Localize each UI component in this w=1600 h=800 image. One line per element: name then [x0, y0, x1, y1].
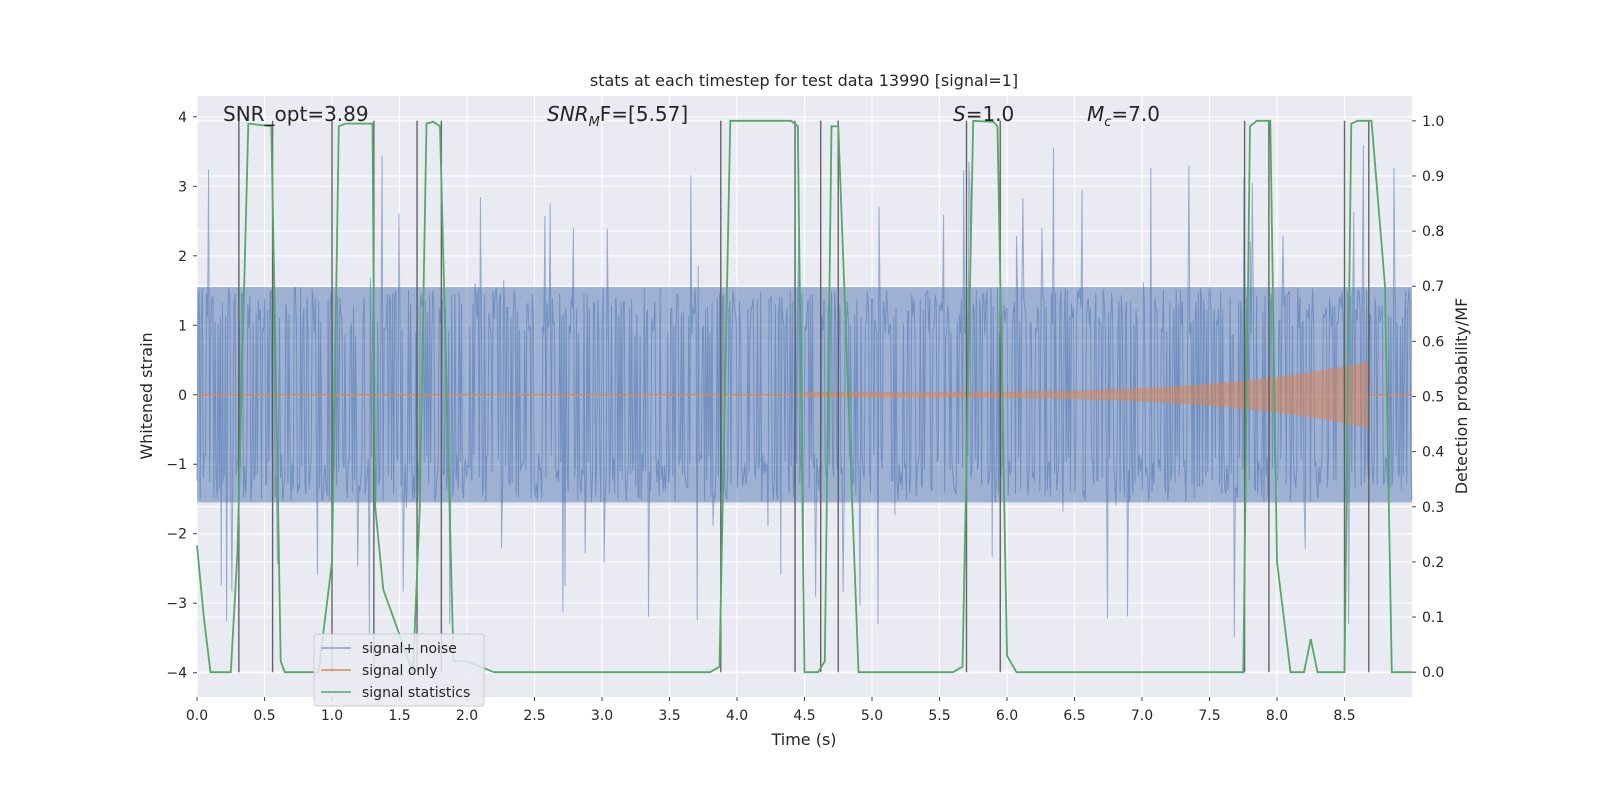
y-tick-label: 4 — [178, 110, 187, 126]
y-tick-label: −2 — [166, 527, 187, 543]
legend: signal+ noise signal only signal statist… — [313, 633, 485, 707]
x-tick-label: 7.5 — [1198, 708, 1220, 724]
legend-label-signal-only: signal only — [362, 663, 437, 679]
annotation-s-symbol: S — [953, 102, 966, 126]
x-tick-label: 1.0 — [321, 708, 343, 724]
detection-vertical-lines — [238, 120, 1370, 673]
annotation-mc: Mc=7.0 — [1087, 102, 1160, 130]
y-tick-label: 1 — [178, 318, 187, 334]
chart-title: stats at each timestep for test data 139… — [590, 71, 1018, 90]
x-tick-label: 7.0 — [1131, 708, 1153, 724]
x-tick-label: 5.5 — [928, 708, 950, 724]
y-tick-label: 2 — [178, 249, 187, 265]
y-tick-label: −3 — [166, 596, 187, 612]
y-tick-label: −1 — [166, 457, 187, 473]
x-tick-label: 3.0 — [591, 708, 613, 724]
y-right-tick-label: 0.7 — [1422, 279, 1444, 295]
y-axis-right-ticks: 0.0 0.1 0.2 0.3 0.4 0.5 0.6 0.7 0.8 0.9 1.0 — [1412, 114, 1444, 681]
x-tick-label: 0.0 — [186, 708, 208, 724]
x-tick-label: 8.5 — [1333, 708, 1355, 724]
x-tick-label: 6.0 — [996, 708, 1018, 724]
y-right-tick-label: 0.2 — [1422, 555, 1444, 571]
y-axis-label: Whitened strain — [137, 332, 156, 459]
y-right-tick-label: 0.8 — [1422, 224, 1444, 240]
annotation-snr-mf-symbol: SNR — [547, 102, 589, 126]
annotation-snr-mf-value: F=[5.57] — [600, 102, 688, 126]
legend-box — [313, 633, 485, 707]
signal-envelope — [804, 361, 1369, 429]
annotation-snr-mf: SNRMF=[5.57] — [547, 102, 688, 130]
y-right-tick-label: 0.9 — [1422, 169, 1444, 185]
y-tick-label: −4 — [166, 666, 187, 682]
noise-trace — [196, 144, 1413, 637]
legend-label-signal-statistics: signal statistics — [362, 685, 470, 701]
x-tick-label: 1.5 — [388, 708, 410, 724]
x-tick-label: 4.0 — [726, 708, 748, 724]
y-right-tick-label: 0.5 — [1422, 390, 1444, 406]
annotations: SNR_opt=3.89 SNRMF=[5.57] S=1.0 Mc=7.0 — [223, 102, 1160, 130]
y-tick-label: 3 — [178, 179, 187, 195]
annotation-snr-opt: SNR_opt=3.89 — [223, 102, 369, 126]
x-tick-label: 0.5 — [253, 708, 275, 724]
x-tick-label: 5.0 — [861, 708, 883, 724]
x-tick-label: 2.0 — [456, 708, 478, 724]
annotation-mc-symbol: M — [1087, 102, 1104, 126]
y-tick-label: 0 — [178, 388, 187, 404]
y-right-tick-label: 0.4 — [1422, 445, 1444, 461]
annotation-mc-value: =7.0 — [1111, 102, 1160, 126]
annotation-s-value: =1.0 — [966, 102, 1015, 126]
x-tick-label: 2.5 — [523, 708, 545, 724]
y-right-tick-label: 0.3 — [1422, 500, 1444, 516]
x-tick-label: 4.5 — [793, 708, 815, 724]
y-right-tick-label: 0.0 — [1422, 665, 1444, 681]
y-right-tick-label: 0.6 — [1422, 334, 1444, 350]
annotation-s: S=1.0 — [953, 102, 1014, 126]
legend-label-signal-noise: signal+ noise — [362, 641, 457, 657]
y-axis-left-ticks: −4 −3 −2 −1 0 1 2 3 4 — [166, 110, 197, 682]
y-axis-right-label: Detection probability/MF — [1452, 298, 1471, 495]
y-right-tick-label: 0.1 — [1422, 610, 1444, 626]
y-right-tick-label: 1.0 — [1422, 114, 1444, 130]
x-tick-label: 6.5 — [1063, 708, 1085, 724]
x-tick-label: 3.5 — [658, 708, 680, 724]
annotation-mc-sub: c — [1104, 115, 1111, 130]
x-axis-label: Time (s) — [770, 730, 836, 749]
x-tick-label: 8.0 — [1266, 708, 1288, 724]
signal-only-series — [197, 361, 1412, 429]
x-axis-ticks: 0.0 0.5 1.0 1.5 2.0 2.5 3.0 3.5 4.0 4.5 5.0 5.5 6.0 6… — [186, 697, 1356, 724]
annotation-snr-mf-sub: M — [589, 115, 600, 130]
